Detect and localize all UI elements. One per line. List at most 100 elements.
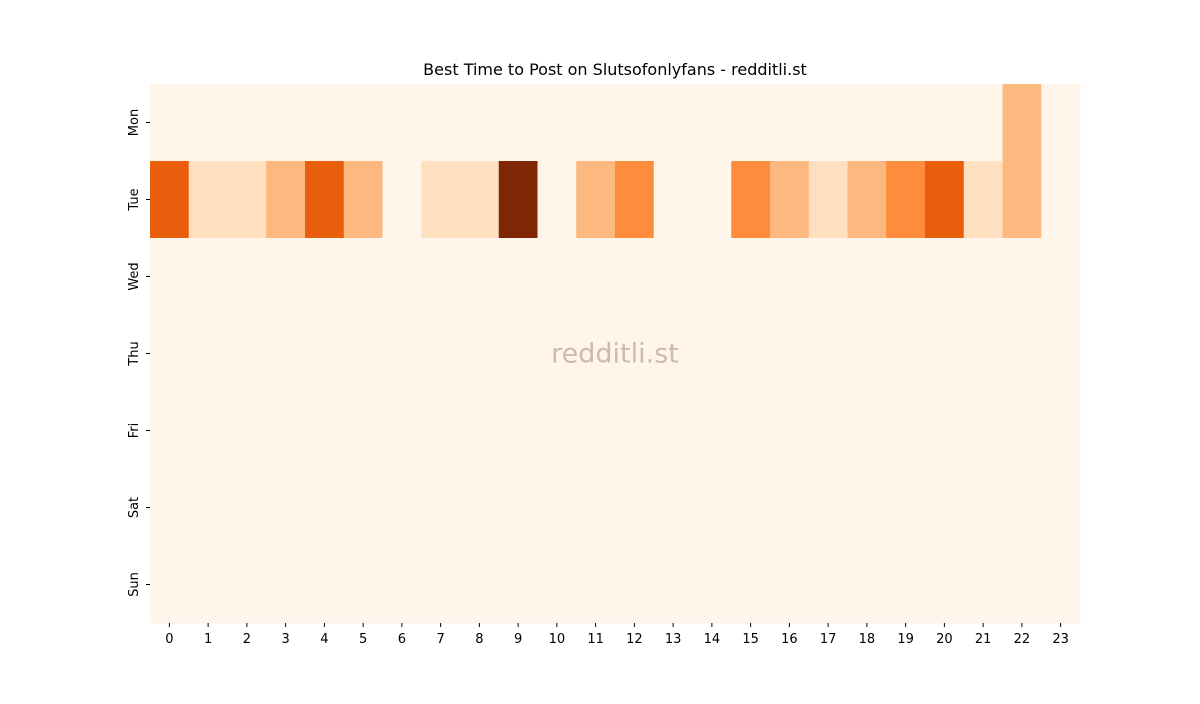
heatmap-cell-sun-22 bbox=[1002, 546, 1042, 624]
heatmap-cell-sat-2 bbox=[227, 469, 267, 547]
heatmap-cell-fri-22 bbox=[1002, 392, 1042, 470]
heatmap-cell-mon-12 bbox=[615, 84, 655, 162]
heatmap-cell-wed-14 bbox=[692, 238, 732, 316]
heatmap-cell-tue-20 bbox=[925, 161, 965, 239]
y-tick-label: Mon bbox=[127, 109, 142, 136]
x-tick-label: 18 bbox=[859, 632, 876, 647]
heatmap-cell-tue-0 bbox=[150, 161, 190, 239]
heatmap-cell-tue-11 bbox=[576, 161, 616, 239]
heatmap-cell-mon-15 bbox=[731, 84, 771, 162]
heatmap-cell-thu-14 bbox=[692, 315, 732, 393]
heatmap-cell-tue-2 bbox=[227, 161, 267, 239]
heatmap-cell-thu-5 bbox=[343, 315, 383, 393]
heatmap-cell-tue-1 bbox=[188, 161, 228, 239]
heatmap-cell-fri-23 bbox=[1041, 392, 1081, 470]
heatmap-cell-wed-16 bbox=[770, 238, 810, 316]
x-tick-label: 15 bbox=[742, 632, 759, 647]
heatmap-cell-sun-19 bbox=[886, 546, 926, 624]
heatmap-cell-sat-16 bbox=[770, 469, 810, 547]
heatmap-cell-fri-10 bbox=[537, 392, 577, 470]
x-tick-label: 11 bbox=[587, 632, 604, 647]
heatmap-cell-wed-7 bbox=[421, 238, 461, 316]
heatmap-cell-mon-10 bbox=[537, 84, 577, 162]
x-tick-label: 17 bbox=[820, 632, 837, 647]
heatmap-cell-sun-5 bbox=[343, 546, 383, 624]
heatmap-cell-mon-17 bbox=[808, 84, 848, 162]
heatmap-cell-thu-0 bbox=[150, 315, 190, 393]
heatmap-cell-tue-18 bbox=[847, 161, 887, 239]
heatmap-cell-sun-16 bbox=[770, 546, 810, 624]
heatmap-cell-tue-3 bbox=[266, 161, 306, 239]
heatmap-cell-tue-22 bbox=[1002, 161, 1042, 239]
heatmap-cell-mon-23 bbox=[1041, 84, 1081, 162]
heatmap-cell-sun-12 bbox=[615, 546, 655, 624]
heatmap-cell-tue-7 bbox=[421, 161, 461, 239]
heatmap-cell-sun-13 bbox=[653, 546, 693, 624]
x-tick-label: 12 bbox=[626, 632, 643, 647]
x-tick-label: 10 bbox=[549, 632, 566, 647]
heatmap-cell-fri-0 bbox=[150, 392, 190, 470]
heatmap-cell-wed-15 bbox=[731, 238, 771, 316]
heatmap-cell-thu-4 bbox=[305, 315, 345, 393]
heatmap-cell-sat-15 bbox=[731, 469, 771, 547]
heatmap-cell-mon-6 bbox=[382, 84, 422, 162]
heatmap-cell-sat-14 bbox=[692, 469, 732, 547]
heatmap-cell-mon-0 bbox=[150, 84, 190, 162]
heatmap-cell-sat-8 bbox=[460, 469, 500, 547]
heatmap-cell-sun-14 bbox=[692, 546, 732, 624]
heatmap-cell-thu-17 bbox=[808, 315, 848, 393]
heatmap-cell-fri-14 bbox=[692, 392, 732, 470]
heatmap-cell-thu-7 bbox=[421, 315, 461, 393]
heatmap-cell-thu-9 bbox=[498, 315, 538, 393]
y-tick-label: Wed bbox=[127, 262, 142, 290]
heatmap-cell-tue-14 bbox=[692, 161, 732, 239]
x-tick-label: 0 bbox=[165, 632, 173, 647]
heatmap-cell-thu-22 bbox=[1002, 315, 1042, 393]
heatmap-cell-sat-7 bbox=[421, 469, 461, 547]
x-tick-label: 9 bbox=[514, 632, 522, 647]
heatmap-cell-tue-13 bbox=[653, 161, 693, 239]
heatmap-cell-fri-11 bbox=[576, 392, 616, 470]
heatmap-cell-tue-4 bbox=[305, 161, 345, 239]
heatmap-cell-mon-22 bbox=[1002, 84, 1042, 162]
heatmap-cell-thu-20 bbox=[925, 315, 965, 393]
heatmap-cell-tue-10 bbox=[537, 161, 577, 239]
heatmap-cell-fri-1 bbox=[188, 392, 228, 470]
heatmap-cell-sat-12 bbox=[615, 469, 655, 547]
heatmap-cell-wed-13 bbox=[653, 238, 693, 316]
heatmap-cell-mon-7 bbox=[421, 84, 461, 162]
heatmap-cell-fri-16 bbox=[770, 392, 810, 470]
heatmap-cell-fri-8 bbox=[460, 392, 500, 470]
heatmap-cell-wed-4 bbox=[305, 238, 345, 316]
x-tick-label: 16 bbox=[781, 632, 798, 647]
heatmap-cell-fri-18 bbox=[847, 392, 887, 470]
x-tick-label: 14 bbox=[704, 632, 721, 647]
heatmap-cell-tue-19 bbox=[886, 161, 926, 239]
heatmap-cell-sun-21 bbox=[963, 546, 1003, 624]
heatmap-cell-mon-4 bbox=[305, 84, 345, 162]
heatmap-cell-wed-23 bbox=[1041, 238, 1081, 316]
heatmap-cell-sat-18 bbox=[847, 469, 887, 547]
y-tick-label: Sat bbox=[127, 497, 142, 518]
x-tick-label: 20 bbox=[936, 632, 953, 647]
x-tick-label: 13 bbox=[665, 632, 682, 647]
heatmap-cell-wed-3 bbox=[266, 238, 306, 316]
heatmap-cell-wed-21 bbox=[963, 238, 1003, 316]
heatmap-cell-tue-12 bbox=[615, 161, 655, 239]
y-tick-label: Sun bbox=[127, 572, 142, 597]
heatmap-cell-thu-23 bbox=[1041, 315, 1081, 393]
heatmap-cell-mon-11 bbox=[576, 84, 616, 162]
heatmap-cell-sun-15 bbox=[731, 546, 771, 624]
heatmap-cell-wed-0 bbox=[150, 238, 190, 316]
heatmap-cell-thu-13 bbox=[653, 315, 693, 393]
heatmap-cell-fri-17 bbox=[808, 392, 848, 470]
watermark-text: redditli.st bbox=[551, 339, 679, 370]
x-tick-label: 8 bbox=[475, 632, 483, 647]
heatmap-cell-sat-9 bbox=[498, 469, 538, 547]
x-tick-label: 1 bbox=[204, 632, 212, 647]
y-tick-label: Fri bbox=[127, 423, 142, 439]
heatmap-cell-tue-21 bbox=[963, 161, 1003, 239]
heatmap-cell-thu-11 bbox=[576, 315, 616, 393]
